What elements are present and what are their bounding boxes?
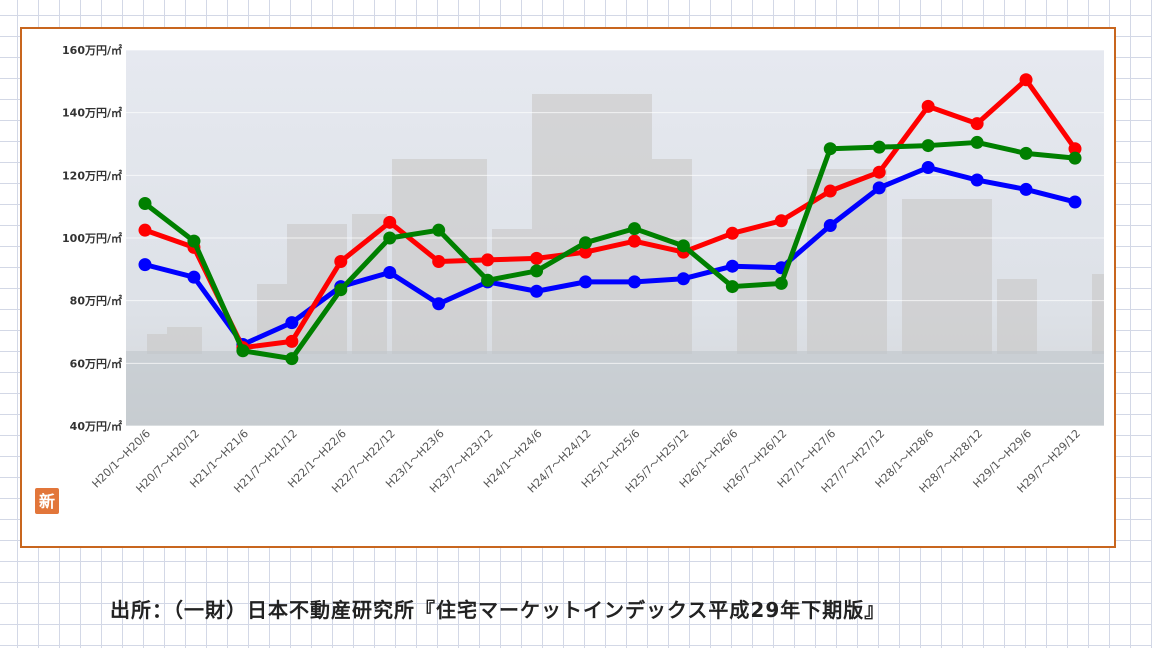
data-point [530,264,544,278]
skyline-building [147,334,167,354]
data-point [579,245,593,259]
skyline-building [167,327,202,354]
skyline-building [997,279,1037,354]
data-point [334,283,348,297]
data-point [921,161,935,174]
series-line [144,77,1078,351]
badge-box [35,488,59,514]
data-point [1019,146,1033,160]
y-tick-label: 60万円/㎡ [70,356,122,370]
y-axis-ticks: 40万円/㎡ 60万円/㎡ 80万円/㎡ 100万円/㎡ 120万円/㎡ 140万円/㎡ 1… [62,43,122,433]
data-point [530,251,544,265]
data-point [823,142,837,156]
data-point [530,284,544,298]
data-point [725,259,739,273]
y-tick-label: 140万円/㎡ [62,106,122,120]
new-badge: 新 [35,488,59,514]
y-tick-label: 40万円/㎡ [70,419,122,433]
series-2 [138,73,1082,355]
data-point [823,184,837,198]
data-point [383,231,397,245]
data-point [676,272,690,286]
data-point [627,222,641,236]
data-point [921,99,935,113]
data-point [383,215,397,229]
x-axis-ticks: H20/1～H20/6H20/7～H20/12H21/1～H21/6H21/7～… [90,427,1084,496]
data-point [774,276,788,290]
data-point [921,139,935,153]
data-point [774,214,788,228]
data-point [725,280,739,294]
data-point [676,239,690,253]
skyline-building [737,229,797,354]
data-point [138,258,152,272]
data-point [383,265,397,279]
data-point [481,253,495,267]
series-line [144,165,1076,348]
data-point [187,270,201,284]
data-point [187,234,201,248]
data-point [432,223,446,237]
data-point [1068,195,1082,209]
source-caption: 出所：（一財）日本不動産研究所『住宅マーケットインデックス平成29年下期版』 [110,598,886,622]
data-point [872,165,886,179]
y-tick-label: 160万円/㎡ [62,43,122,57]
data-point [970,173,984,187]
series-layer [138,73,1082,366]
data-point [579,236,593,250]
y-tick-label: 120万円/㎡ [62,168,122,182]
data-point [1068,142,1082,156]
chart-frame: 40万円/㎡ 60万円/㎡ 80万円/㎡ 100万円/㎡ 120万円/㎡ 140万円/㎡ 1… [20,27,1116,548]
data-point [334,255,348,268]
data-point [432,255,446,268]
data-point [627,275,641,289]
y-tick-label: 80万円/㎡ [70,294,122,308]
data-point [432,297,446,311]
data-point [725,226,739,240]
data-point [579,275,593,289]
skyline-building [902,199,992,354]
water-surface [126,351,1104,426]
line-chart: 40万円/㎡ 60万円/㎡ 80万円/㎡ 100万円/㎡ 120万円/㎡ 140万円/㎡ 1… [35,43,1104,514]
data-point [1019,73,1033,87]
data-point [285,352,299,366]
data-point [481,273,495,287]
data-point [138,223,152,237]
data-point [236,344,250,358]
data-point [1068,151,1082,165]
series-line [143,139,1076,362]
data-point [138,197,152,211]
series-3 [138,135,1082,366]
data-point [970,117,984,131]
data-point [872,140,886,154]
data-point [285,334,299,348]
data-point [1019,182,1033,196]
skyline-building [1092,274,1104,354]
data-point [872,181,886,195]
data-point [823,218,837,232]
data-point [627,234,641,248]
data-point [970,135,984,149]
data-point [285,316,299,330]
badge-text: 新 [39,492,55,511]
y-tick-label: 100万円/㎡ [62,231,122,245]
